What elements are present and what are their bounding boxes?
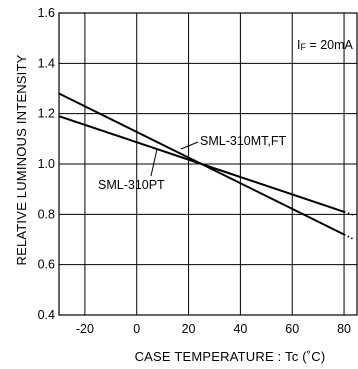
series-leader-sml-310pt (150, 148, 158, 177)
y-tick-label: 1.6 (38, 6, 55, 20)
x-tick-labels: -20 0 20 40 60 80 (76, 322, 351, 336)
x-tick-label: 60 (285, 322, 299, 336)
y-tick-label: 1.2 (38, 107, 55, 121)
y-axis-title: RELATIVE LUMINOUS INTENSITY (14, 54, 29, 265)
plot-frame (58, 12, 358, 316)
x-tick-label: 40 (233, 322, 247, 336)
x-tick-label: 0 (133, 322, 140, 336)
y-tick-labels: 0.4 0.6 0.8 1.0 1.2 1.4 1.6 (38, 6, 55, 322)
y-tick-label: 0.6 (38, 258, 55, 272)
x-tick-label: -20 (76, 322, 94, 336)
series-line-1 (58, 115, 345, 213)
condition-label: IF = 20mA (297, 38, 354, 52)
series-lines (58, 92, 355, 241)
y-tick-label: 0.4 (38, 308, 55, 322)
series-label-sml-310mt-ft: SML-310MT,FT (200, 134, 286, 148)
y-tick-label: 0.8 (38, 207, 55, 221)
y-tick-label: 1.4 (38, 56, 55, 70)
grid-lines (59, 13, 357, 315)
x-tick-label: 80 (337, 322, 351, 336)
series-dotted-end-1 (343, 211, 355, 217)
y-tick-label: 1.0 (38, 157, 55, 171)
series-dotted-end-0 (343, 233, 355, 241)
x-axis-title: CASE TEMPERATURE : Tc (˚C) (135, 349, 326, 364)
series-label-sml-310pt: SML-310PT (98, 178, 165, 192)
series-leader-sml-310mt-ft (180, 141, 199, 150)
x-tick-label: 20 (182, 322, 196, 336)
